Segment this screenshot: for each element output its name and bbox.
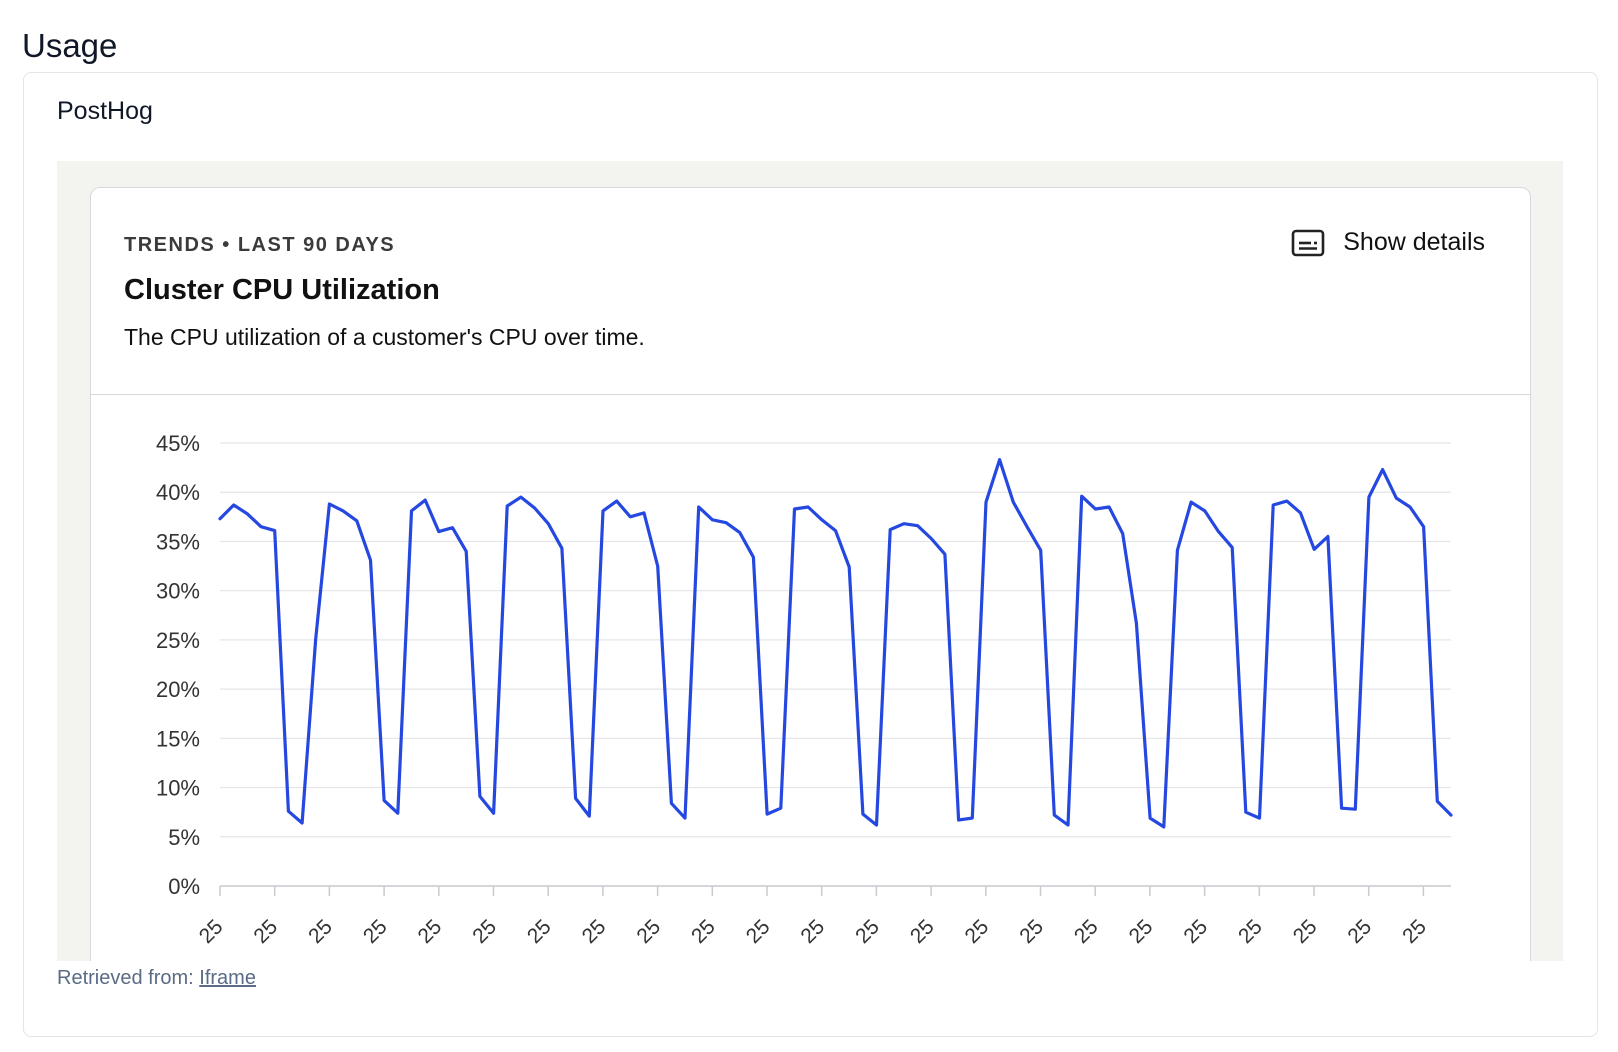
x-axis: 25 25 25 25 25 25 25 25 25 25 25 25 25 25 25 25 25 25 25 25… — [195, 885, 1451, 948]
x-tick-label: 25 — [578, 915, 611, 948]
x-tick-label: 25 — [359, 915, 392, 948]
x-tick-label: 25 — [1234, 915, 1267, 948]
retrieved-from-note: Retrieved from: Iframe — [57, 967, 256, 990]
subtitles-icon — [1291, 229, 1325, 257]
y-tick-label: 20% — [156, 677, 200, 702]
cpu-series-line[interactable] — [218, 458, 1453, 829]
x-tick-label: 25 — [249, 915, 282, 948]
iframe-embed[interactable]: TRENDS • LAST 90 DAYS Cluster CPU Utiliz… — [57, 161, 1563, 961]
y-tick-label: 30% — [156, 579, 200, 604]
x-tick-label: 25 — [523, 915, 556, 948]
posthog-card: PostHog TRENDS • LAST 90 DAYS Cluster CP… — [23, 72, 1598, 1037]
retrieved-from-label: Retrieved from: — [57, 967, 200, 989]
card-title: PostHog — [57, 97, 153, 125]
y-tick-label: 25% — [156, 628, 200, 653]
clipped-header-text — [167, 161, 173, 173]
x-tick-label: 25 — [742, 915, 775, 948]
insight-header: TRENDS • LAST 90 DAYS Cluster CPU Utiliz… — [91, 188, 1530, 395]
x-tick-label: 25 — [1398, 915, 1431, 948]
show-details-label: Show details — [1343, 228, 1485, 256]
iframe-link[interactable]: Iframe — [199, 967, 256, 989]
insight-title: Cluster CPU Utilization — [124, 274, 440, 306]
y-tick-label: 15% — [156, 726, 200, 751]
x-tick-label: 25 — [851, 915, 884, 948]
y-tick-label: 45% — [156, 431, 200, 456]
y-axis: 0% 5% 10% 15% 20% 25% 30% 35% 40% 45% — [156, 431, 200, 899]
x-tick-label: 25 — [1015, 915, 1048, 948]
insight-card: TRENDS • LAST 90 DAYS Cluster CPU Utiliz… — [90, 187, 1531, 961]
x-tick-label: 25 — [796, 915, 829, 948]
page-title: Usage — [22, 27, 118, 64]
x-tick-label: 25 — [1343, 915, 1376, 948]
x-tick-label: 25 — [906, 915, 939, 948]
chart-series — [218, 458, 1453, 829]
x-tick-label: 25 — [1289, 915, 1322, 948]
insight-meta: TRENDS • LAST 90 DAYS — [124, 234, 396, 256]
x-tick-label: 25 — [687, 915, 720, 948]
y-tick-label: 35% — [156, 529, 200, 554]
y-tick-label: 0% — [168, 874, 200, 899]
x-tick-label: 25 — [1070, 915, 1103, 948]
x-tick-label: 25 — [195, 915, 228, 948]
insight-description: The CPU utilization of a customer's CPU … — [124, 324, 645, 350]
y-tick-label: 40% — [156, 480, 200, 505]
show-details-button[interactable]: Show details — [1291, 228, 1485, 257]
x-tick-label: 25 — [961, 915, 994, 948]
y-tick-label: 5% — [168, 825, 200, 850]
x-tick-label: 25 — [304, 915, 337, 948]
y-tick-label: 10% — [156, 776, 200, 801]
x-tick-label: 25 — [468, 915, 501, 948]
cpu-line-chart: 0%5%10%15%20%25%30%35%40%45% 25 25 25 25 25 2… — [156, 431, 1453, 948]
x-tick-label: 25 — [1179, 915, 1212, 948]
x-tick-label: 25 — [1125, 915, 1158, 948]
x-tick-label: 25 — [632, 915, 665, 948]
x-tick-label: 25 — [414, 915, 447, 948]
